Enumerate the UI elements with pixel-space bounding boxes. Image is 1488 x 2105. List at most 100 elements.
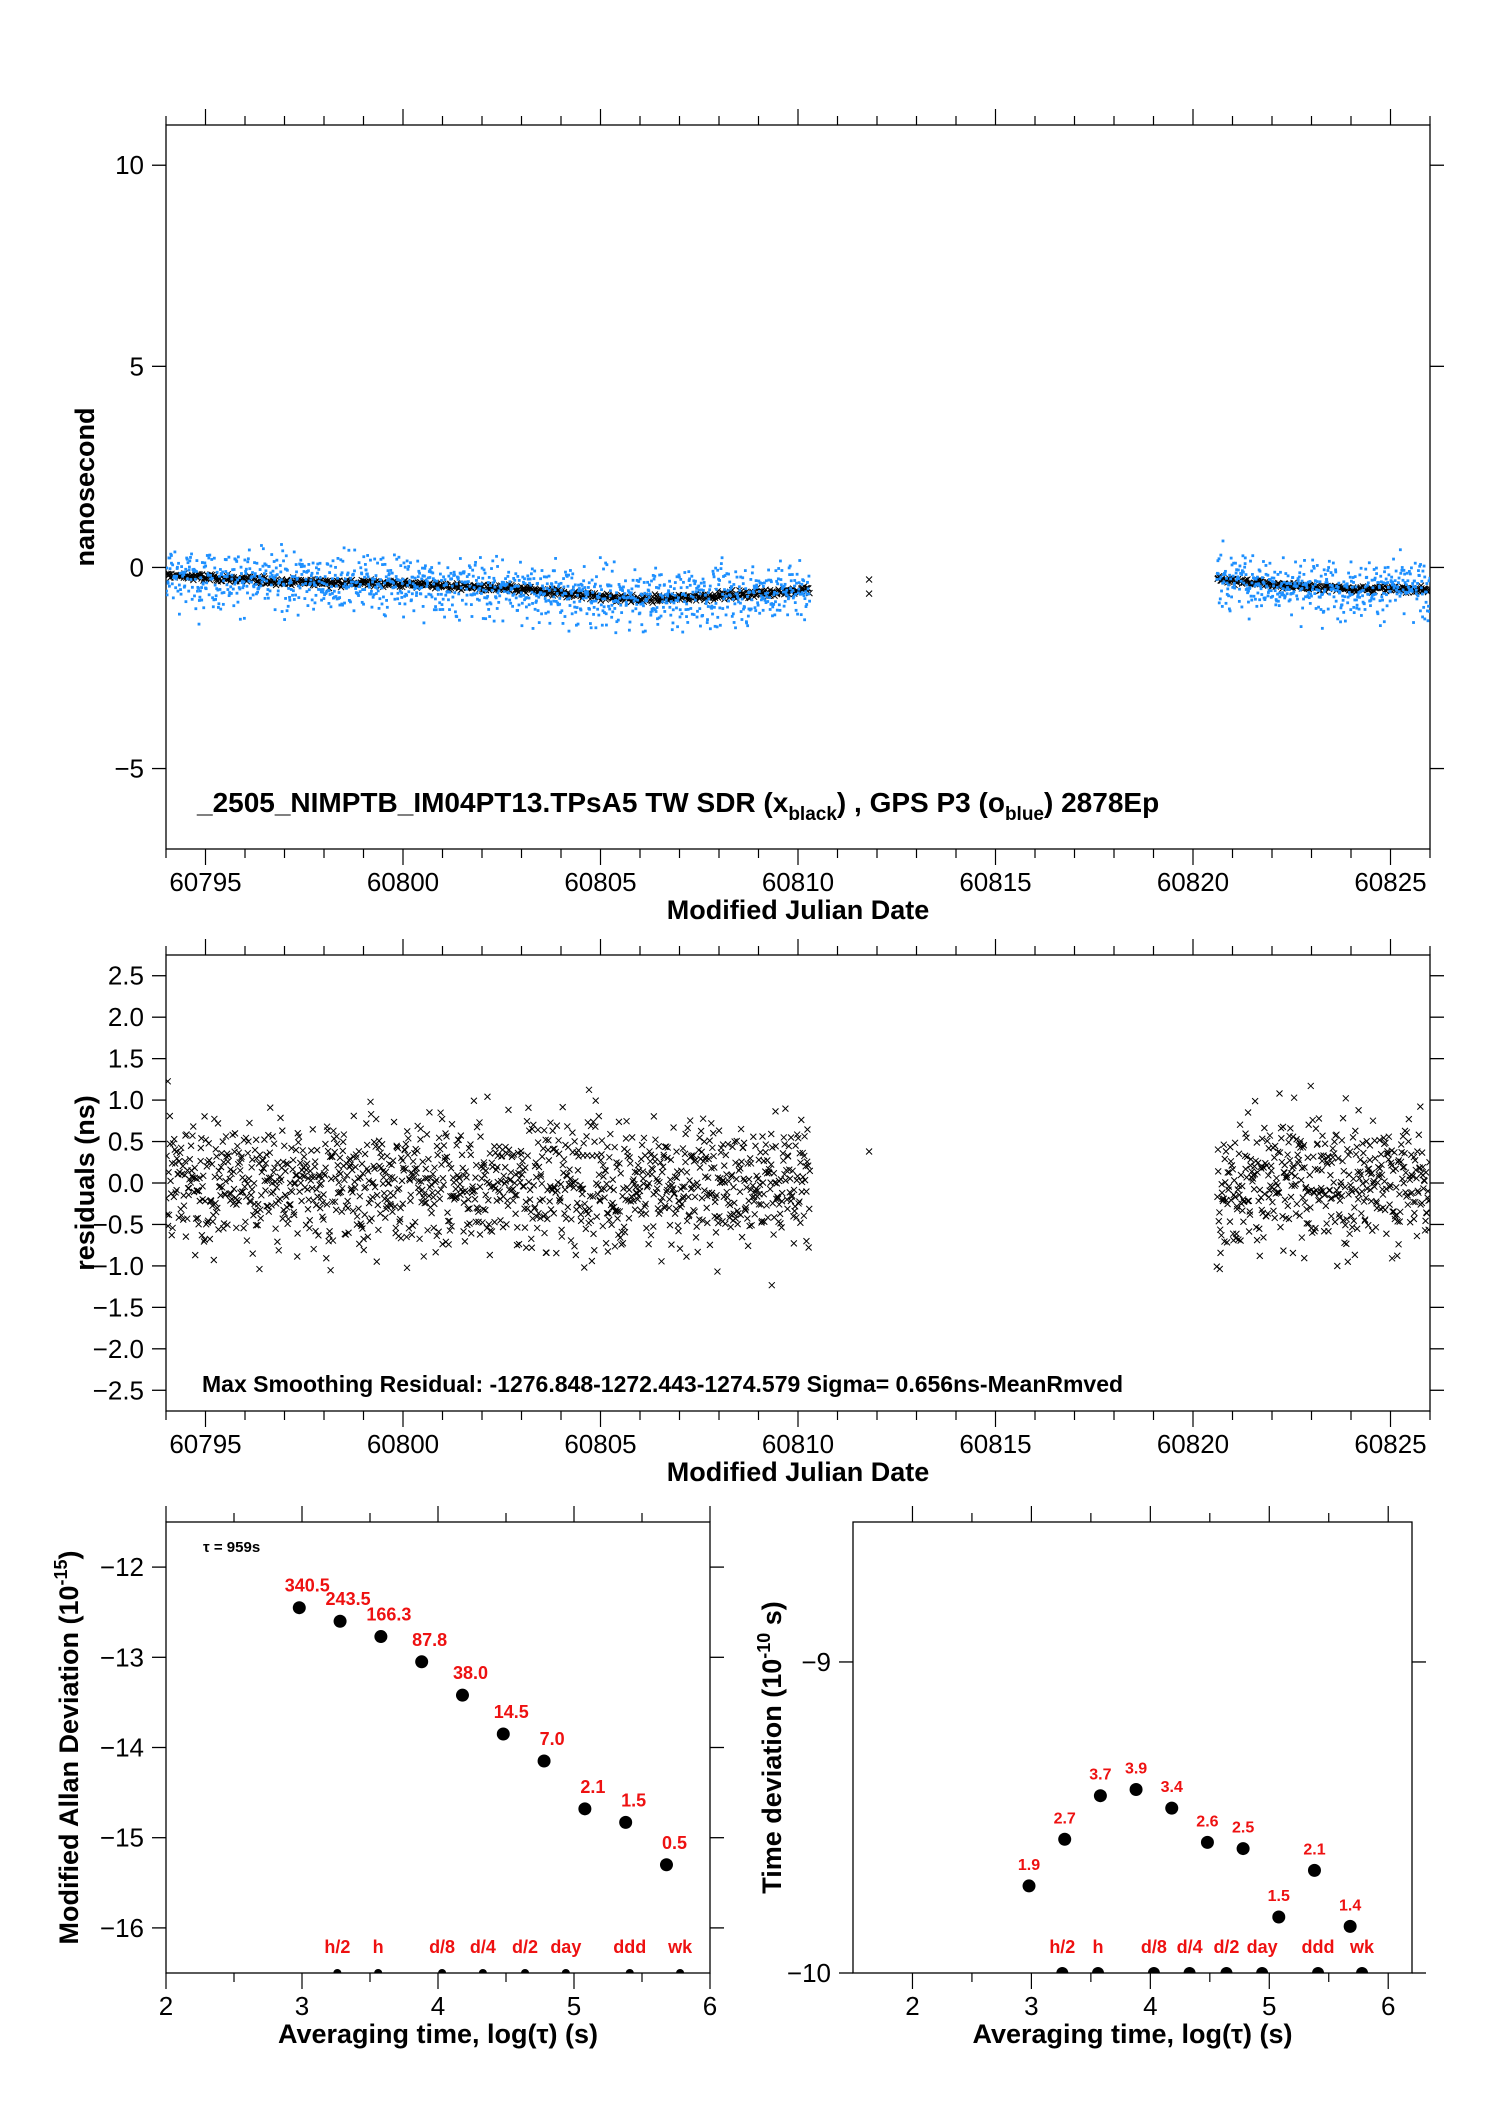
data-point [345,585,349,589]
data-point [1325,581,1329,585]
annotation-prefix: _2505_NIMPTB_IM04PT13.TPsA5 TW SDR (x [196,787,789,818]
data-point [484,1196,492,1204]
x-tick-label: 2 [905,1991,919,2021]
data-point [421,1199,429,1207]
data-point [1218,597,1222,601]
data-point [189,578,193,581]
data-point [212,556,216,560]
data-point [446,590,450,593]
data-point [1311,558,1315,562]
data-point [1294,1151,1301,1159]
data-point [783,582,787,586]
data-point [753,587,756,590]
data-point [439,1240,446,1248]
data-point [373,557,377,561]
data-point [266,1149,274,1157]
data-point [401,1146,409,1154]
data-point [225,1152,233,1159]
data-point [1305,1220,1312,1227]
data-point [561,593,565,597]
data-point [743,569,747,572]
data-point [388,1161,395,1169]
data-point [312,1227,319,1235]
data-point [1309,1153,1317,1161]
data-point [1334,1190,1342,1198]
data-point [342,584,346,588]
data-point [1312,1224,1319,1232]
data-point [357,585,361,589]
data-point [270,1140,278,1148]
data-point [329,605,333,609]
data-point [181,1158,189,1165]
data-point [634,1161,642,1169]
data-point [205,581,209,585]
data-point [743,1215,751,1222]
data-point [808,599,811,603]
data-point [530,590,534,594]
data-point [756,1181,764,1189]
data-point [1240,569,1244,573]
data-point [460,580,464,584]
data-point [1229,556,1233,560]
data-point [794,1134,802,1142]
data-point [1227,607,1231,611]
data-point [223,575,227,578]
data-point [753,606,757,610]
data-point [607,583,611,587]
data-point [668,579,671,583]
data-point [357,561,361,565]
data-point [1373,578,1376,582]
data-point [1276,599,1280,603]
data-point [1217,1249,1224,1257]
data-point [642,1210,650,1217]
data-point [758,611,762,615]
point-label: 1.9 [1018,1857,1040,1874]
data-point [512,592,516,596]
data-point [1287,1193,1295,1201]
data-point [679,577,683,581]
data-point [731,1138,738,1145]
data-point [1275,586,1279,589]
data-point [380,1189,388,1197]
data-point [227,555,231,559]
data-point [696,1134,703,1142]
y-tick-label: −1.0 [93,1251,144,1281]
data-point [555,1137,562,1144]
data-point [676,625,679,629]
data-point [1379,574,1383,578]
data-point [477,598,481,602]
data-point [706,618,709,622]
data-point [653,574,657,578]
data-point [1386,585,1390,589]
data-point [710,1164,718,1171]
data-point [1262,582,1266,585]
data-point [1228,1162,1236,1169]
y-tick-label: −1.5 [93,1292,144,1322]
stability-point [292,1601,306,1615]
data-point [457,1132,465,1139]
data-point [371,1165,378,1173]
data-point [330,577,334,581]
data-point [1412,585,1415,589]
data-point [381,1214,389,1221]
data-point [801,592,805,596]
data-point [419,1158,427,1166]
data-point [341,603,344,607]
data-point [634,597,637,601]
data-point [614,598,618,602]
data-point [195,570,198,573]
data-point [570,591,573,595]
data-point [750,571,754,575]
data-point [455,615,459,619]
data-point [245,584,249,588]
data-point [560,1155,568,1163]
data-point [1229,1165,1237,1173]
data-point [761,595,764,599]
y-tick-label: −9 [801,1647,831,1677]
data-point [396,591,400,595]
data-point [402,615,405,619]
data-point [196,1174,203,1182]
data-point [317,588,320,591]
data-point [1214,1168,1222,1175]
data-point [202,565,206,569]
